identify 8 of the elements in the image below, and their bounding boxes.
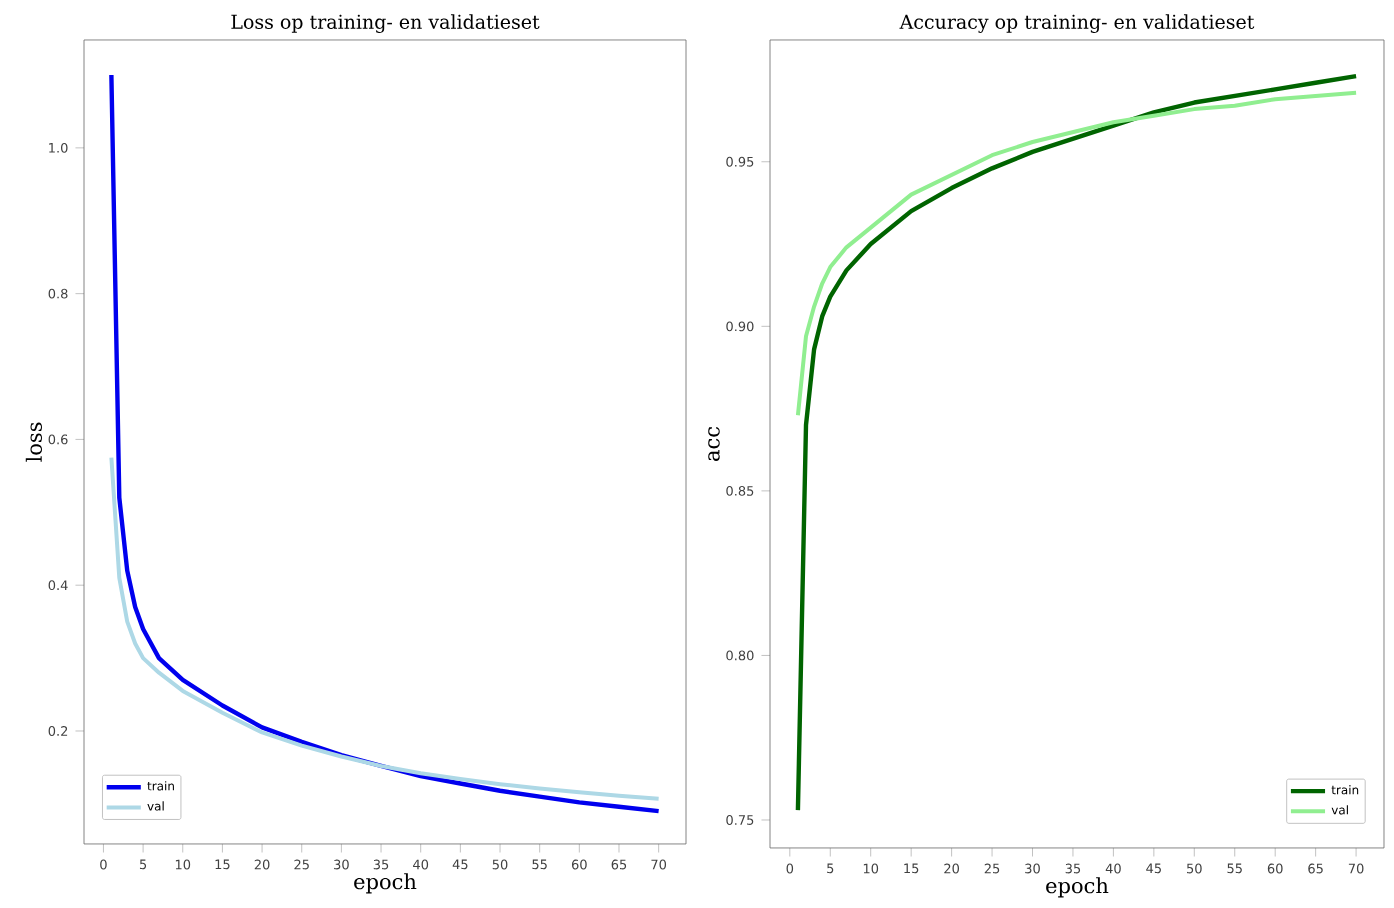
y-axis-title: acc	[708, 426, 720, 461]
line-series	[109, 455, 661, 801]
chart-title: Accuracy op training- en validatieset	[899, 14, 1255, 33]
chart-title: Loss op training- en validatieset	[231, 14, 540, 33]
x-axis-title: epoch	[354, 873, 417, 894]
line-series	[109, 72, 661, 814]
x-axis-title: epoch	[1046, 877, 1109, 898]
y-axis-title: loss	[25, 422, 42, 462]
